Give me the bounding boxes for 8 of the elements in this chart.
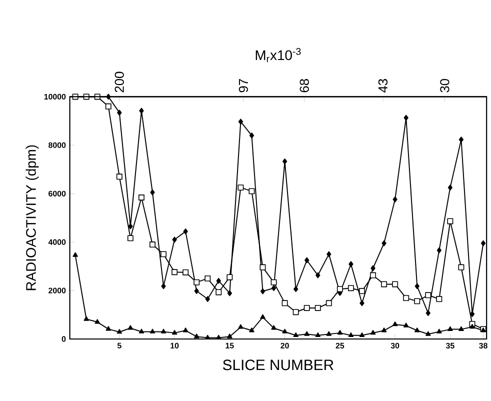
x-axis-title: SLICE NUMBER xyxy=(222,360,334,370)
x2-axis-title: M$_{r}$x10$^{-3}$ xyxy=(256,48,301,62)
x2-tick-label: 43 xyxy=(378,79,388,93)
x2-tick-label: 30 xyxy=(440,79,450,92)
x2-tick-label: 68 xyxy=(300,79,309,92)
x2-tick-label: 200 xyxy=(114,72,124,92)
y-axis-title: RADIOACTIVITY (dpm) xyxy=(26,145,39,290)
x2-tick-label: 97 xyxy=(238,79,248,92)
